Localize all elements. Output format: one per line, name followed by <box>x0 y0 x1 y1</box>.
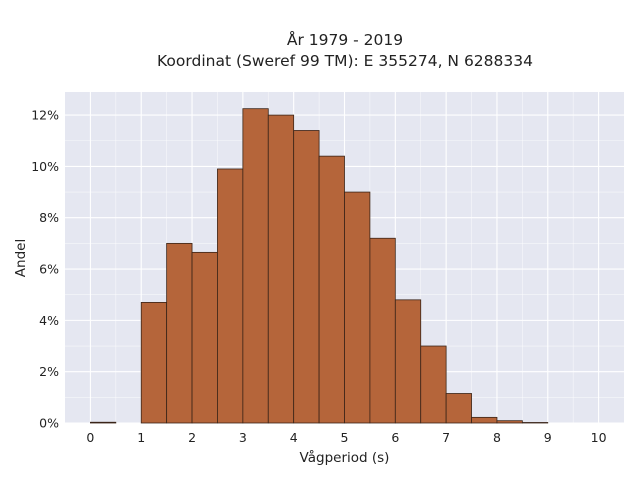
histogram-bar <box>445 393 472 424</box>
x-tick-label: 10 <box>591 430 607 445</box>
y-axis-label: Andel <box>13 239 29 277</box>
x-tick-label: 7 <box>442 430 450 445</box>
histogram-bar <box>420 345 447 424</box>
x-tick-label: 1 <box>137 430 145 445</box>
x-tick-label: 0 <box>86 430 94 445</box>
histogram-bar <box>318 155 345 424</box>
x-axis-ticks: 0 1 2 3 4 5 6 7 8 9 10 <box>86 430 606 445</box>
x-tick-label: 6 <box>391 430 399 445</box>
x-tick-label: 2 <box>188 430 196 445</box>
histogram-bar <box>90 421 117 424</box>
histogram-bar <box>242 108 269 424</box>
x-tick-label: 8 <box>493 430 501 445</box>
histogram-bar <box>369 237 396 424</box>
bars <box>90 108 549 424</box>
histogram-bar <box>217 168 244 424</box>
x-tick-label: 5 <box>341 430 349 445</box>
histogram-bar <box>471 416 498 424</box>
x-tick-label: 9 <box>544 430 552 445</box>
histogram-bar <box>140 302 168 424</box>
histogram-bar <box>166 242 193 424</box>
y-tick-label: 10% <box>31 159 59 174</box>
chart-title: År 1979 - 2019 <box>287 30 403 49</box>
y-tick-label: 12% <box>31 108 59 123</box>
histogram-bar <box>496 420 523 424</box>
histogram-bar <box>394 299 422 424</box>
histogram-bar <box>191 251 218 424</box>
y-tick-label: 8% <box>39 210 59 225</box>
x-tick-label: 3 <box>239 430 247 445</box>
y-tick-label: 0% <box>39 416 59 431</box>
y-tick-label: 6% <box>39 262 59 277</box>
histogram-bar <box>521 422 549 424</box>
histogram-bar <box>344 191 371 424</box>
histogram-bar <box>267 114 295 424</box>
y-tick-label: 2% <box>39 364 59 379</box>
histogram-bar <box>293 130 320 424</box>
x-tick-label: 4 <box>290 430 298 445</box>
y-tick-label: 4% <box>39 313 59 328</box>
y-axis-ticks: 0% 2% 4% 6% 8% 10% 12% <box>31 108 59 431</box>
x-axis-label: Vågperiod (s) <box>300 449 390 466</box>
chart-subtitle: Koordinat (Sweref 99 TM): E 355274, N 62… <box>157 52 533 70</box>
